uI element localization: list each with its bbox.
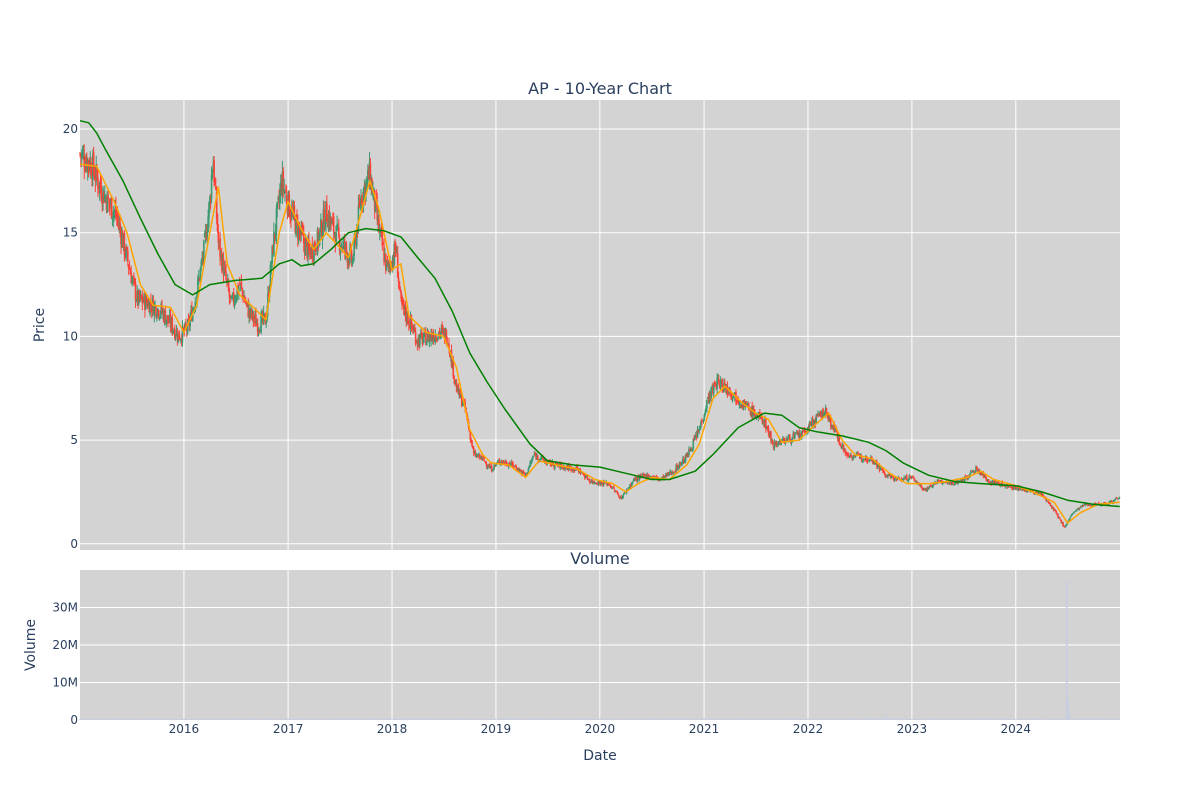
date-xtick-label: 2019 xyxy=(481,722,512,736)
price-ytick-label: 15 xyxy=(63,226,78,240)
price-chart-title: AP - 10-Year Chart xyxy=(528,79,672,98)
candle-body xyxy=(611,488,613,489)
volume-axis-title: Volume xyxy=(23,619,39,671)
candle-body xyxy=(942,483,944,484)
candle-body xyxy=(1119,497,1121,498)
candle-body xyxy=(710,388,712,398)
candle-body xyxy=(794,434,796,438)
volume-spike-bar xyxy=(1067,699,1069,720)
volume-spike-bar xyxy=(1069,713,1071,721)
candle-body xyxy=(528,468,530,471)
date-xtick-label: 2023 xyxy=(897,722,928,736)
candle-body xyxy=(632,482,634,483)
candle-body xyxy=(613,487,615,489)
candle-body xyxy=(732,399,734,400)
candle-body xyxy=(623,493,625,495)
candle-body xyxy=(399,289,401,290)
candle-body xyxy=(158,310,160,317)
candle-body xyxy=(928,488,930,489)
candle-body xyxy=(225,271,227,279)
candle-body xyxy=(341,245,343,246)
candle-body xyxy=(338,227,340,235)
candle-body xyxy=(453,376,455,379)
candle-body xyxy=(704,415,706,419)
candle-body xyxy=(495,465,497,466)
candle-body xyxy=(532,457,534,459)
candle-body xyxy=(127,251,129,262)
candle-body xyxy=(838,438,840,444)
candle-body xyxy=(533,456,535,457)
volume-ytick-label: 30M xyxy=(52,601,78,615)
candle-body xyxy=(471,440,473,446)
date-xtick-label: 2017 xyxy=(273,722,304,736)
date-xtick-label: 2022 xyxy=(793,722,824,736)
candle-body xyxy=(107,195,109,198)
volume-spike-bar xyxy=(885,714,887,720)
candle-body xyxy=(512,463,514,466)
price-panel: 0 5 10 15 20 xyxy=(63,100,1121,551)
candle-body xyxy=(1070,516,1072,518)
volume-chart-title: Volume xyxy=(570,549,630,568)
volume-ytick-label: 10M xyxy=(52,676,78,690)
candle-body xyxy=(133,276,135,279)
date-xtick-label: 2020 xyxy=(585,722,616,736)
candle-body xyxy=(537,456,539,459)
price-ytick-label: 20 xyxy=(63,122,78,136)
volume-ytick-label: 20M xyxy=(52,638,78,652)
candle-body xyxy=(398,278,400,282)
candle-body xyxy=(497,462,499,463)
candle-body xyxy=(772,440,774,445)
candle-body xyxy=(426,340,428,345)
candle-body xyxy=(914,478,916,481)
candle-body xyxy=(111,198,113,219)
volume-bar xyxy=(1119,718,1120,720)
candle-body xyxy=(206,232,208,237)
candle-body xyxy=(346,244,348,252)
price-ytick-label: 10 xyxy=(63,329,78,343)
candle-body xyxy=(585,477,587,478)
volume-ytick-label: 0 xyxy=(70,713,78,727)
candle-body xyxy=(1114,499,1116,500)
volume-spike-bar xyxy=(1066,581,1068,720)
candle-body xyxy=(276,202,278,209)
price-axis-title: Price xyxy=(32,308,48,342)
volume-panel: 0 10M 20M 30M 2016 2017 2018 2019 2020 2021 2022 20… xyxy=(52,570,1120,736)
candle-body xyxy=(622,495,624,498)
price-ytick-label: 0 xyxy=(70,537,78,551)
candle-body xyxy=(913,477,915,478)
date-xtick-label: 2018 xyxy=(377,722,408,736)
candle-body xyxy=(581,473,583,474)
date-xtick-label: 2021 xyxy=(689,722,720,736)
price-ytick-label: 5 xyxy=(70,433,78,447)
candle-body xyxy=(499,461,501,464)
candle-body xyxy=(988,480,990,483)
candle-body xyxy=(241,282,243,286)
date-xtick-label: 2016 xyxy=(169,722,200,736)
date-xtick-label: 2024 xyxy=(1001,722,1032,736)
candle-body xyxy=(265,323,267,324)
candle-body xyxy=(333,216,335,233)
candle-body xyxy=(972,472,974,473)
candle-body xyxy=(706,400,708,409)
candle-body xyxy=(1059,517,1061,519)
candle-body xyxy=(1069,518,1071,520)
candle-body xyxy=(906,476,908,480)
candle-body xyxy=(855,456,857,458)
date-axis-title: Date xyxy=(583,748,616,764)
candle-body xyxy=(135,283,137,301)
candle-body xyxy=(437,337,439,340)
